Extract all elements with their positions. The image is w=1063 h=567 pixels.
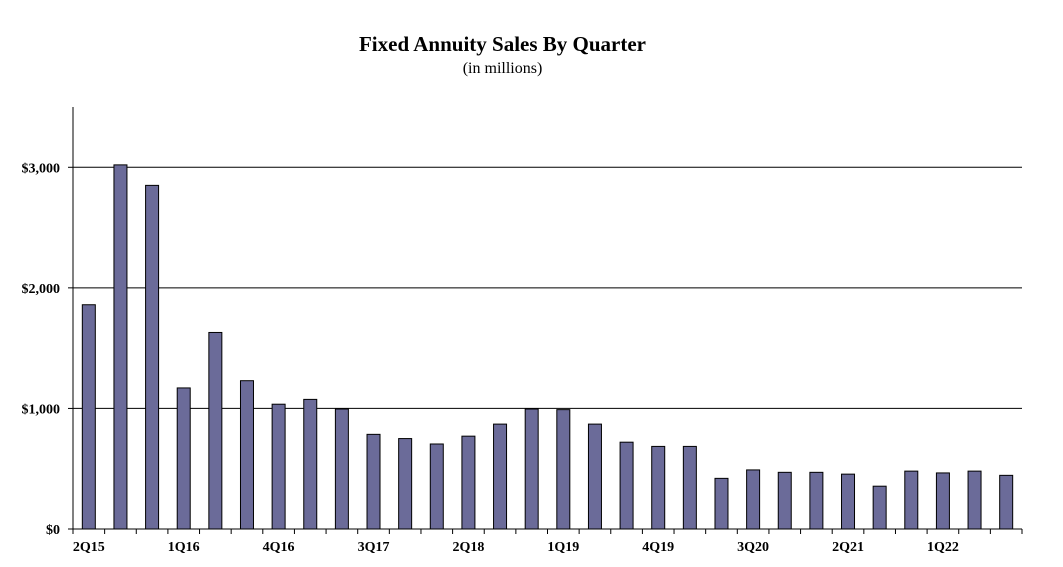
bar-2Q22 xyxy=(967,470,982,530)
bar-3Q21 xyxy=(872,485,887,530)
bar-3Q15 xyxy=(113,164,128,530)
axes xyxy=(68,107,1023,534)
x-tick-label: 1Q22 xyxy=(927,540,959,555)
bar-3Q18 xyxy=(493,423,508,530)
bar-3Q20 xyxy=(746,469,761,530)
chart-title: Fixed Annuity Sales By Quarter xyxy=(358,32,647,56)
y-tick-labels: $0 $1,000 $2,000 $3,000 xyxy=(22,161,61,538)
y-tick-label: $0 xyxy=(46,523,60,538)
x-tick-label: 2Q21 xyxy=(832,540,864,555)
y-tick-label: $3,000 xyxy=(22,161,61,176)
bar-2Q15 xyxy=(81,304,96,530)
bar-2Q17 xyxy=(334,408,349,530)
bar-1Q19 xyxy=(556,409,571,530)
x-tick-label: 3Q17 xyxy=(358,540,390,555)
bar-4Q19 xyxy=(651,445,666,530)
x-tick-label: 1Q19 xyxy=(547,540,579,555)
bar-4Q20 xyxy=(777,471,792,530)
bar-2Q18 xyxy=(461,435,476,530)
bar-3Q17 xyxy=(366,433,381,530)
x-tick-label: 2Q15 xyxy=(73,540,105,555)
bar-2Q20 xyxy=(714,477,729,530)
bar-4Q18 xyxy=(524,408,539,530)
bar-3Q16 xyxy=(239,380,254,530)
bar-1Q18 xyxy=(429,443,444,530)
x-tick-labels: 2Q15 1Q16 4Q16 3Q17 2Q18 1Q19 4Q19 3Q20 2Q21 1Q22 xyxy=(73,540,959,555)
bar-1Q20 xyxy=(682,445,697,530)
bar-4Q17 xyxy=(398,438,413,530)
bar-3Q19 xyxy=(619,441,634,530)
bar-2Q16 xyxy=(208,331,223,530)
chart-subtitle: (in millions) xyxy=(462,60,543,77)
bar-4Q16 xyxy=(271,403,286,530)
bar-1Q21 xyxy=(809,471,824,530)
gridlines xyxy=(73,166,1022,409)
x-tick-label: 3Q20 xyxy=(737,540,769,555)
x-tick-label: 4Q19 xyxy=(642,540,674,555)
bars xyxy=(81,164,1014,530)
x-tick-label: 1Q16 xyxy=(168,540,200,555)
bar-1Q22 xyxy=(935,472,950,530)
y-tick-label: $2,000 xyxy=(22,282,61,297)
bar-4Q15 xyxy=(145,184,160,530)
bar-1Q16 xyxy=(176,387,191,530)
bar-2Q21 xyxy=(841,473,856,530)
y-tick-label: $1,000 xyxy=(22,402,61,417)
x-tick-label: 4Q16 xyxy=(263,540,295,555)
bar-2Q19 xyxy=(587,423,602,530)
bar-1Q17 xyxy=(303,398,318,530)
bar-4Q21 xyxy=(904,470,919,530)
x-tick-label: 2Q18 xyxy=(452,540,484,555)
bar-3Q22 xyxy=(999,474,1014,530)
